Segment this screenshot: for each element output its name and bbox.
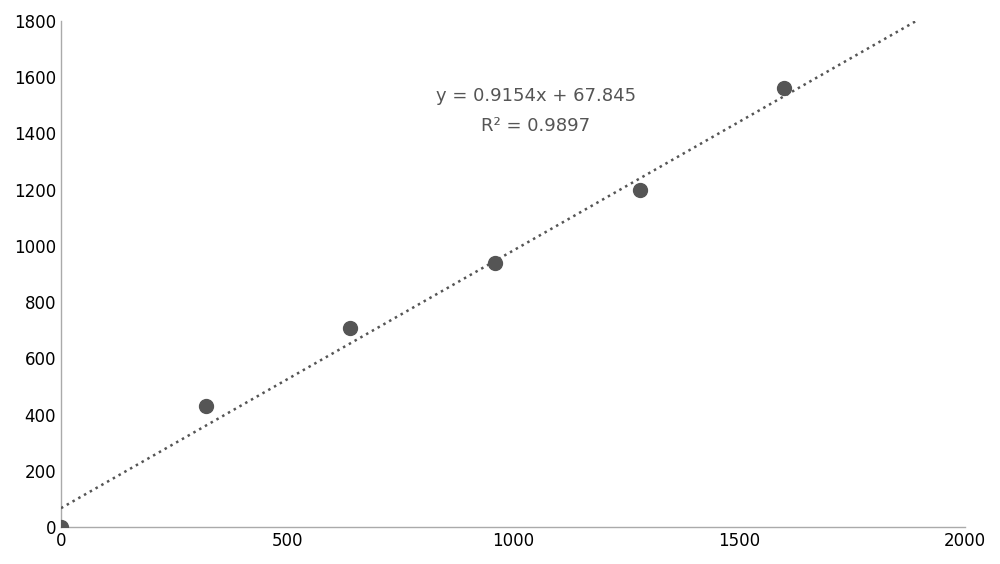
Point	[487, 258, 503, 267]
Point	[776, 84, 792, 93]
Text: y = 0.9154x + 67.845
R² = 0.9897: y = 0.9154x + 67.845 R² = 0.9897	[436, 87, 636, 134]
Point	[632, 185, 648, 194]
Point	[53, 523, 69, 532]
Point	[342, 323, 358, 332]
Point	[198, 402, 214, 411]
